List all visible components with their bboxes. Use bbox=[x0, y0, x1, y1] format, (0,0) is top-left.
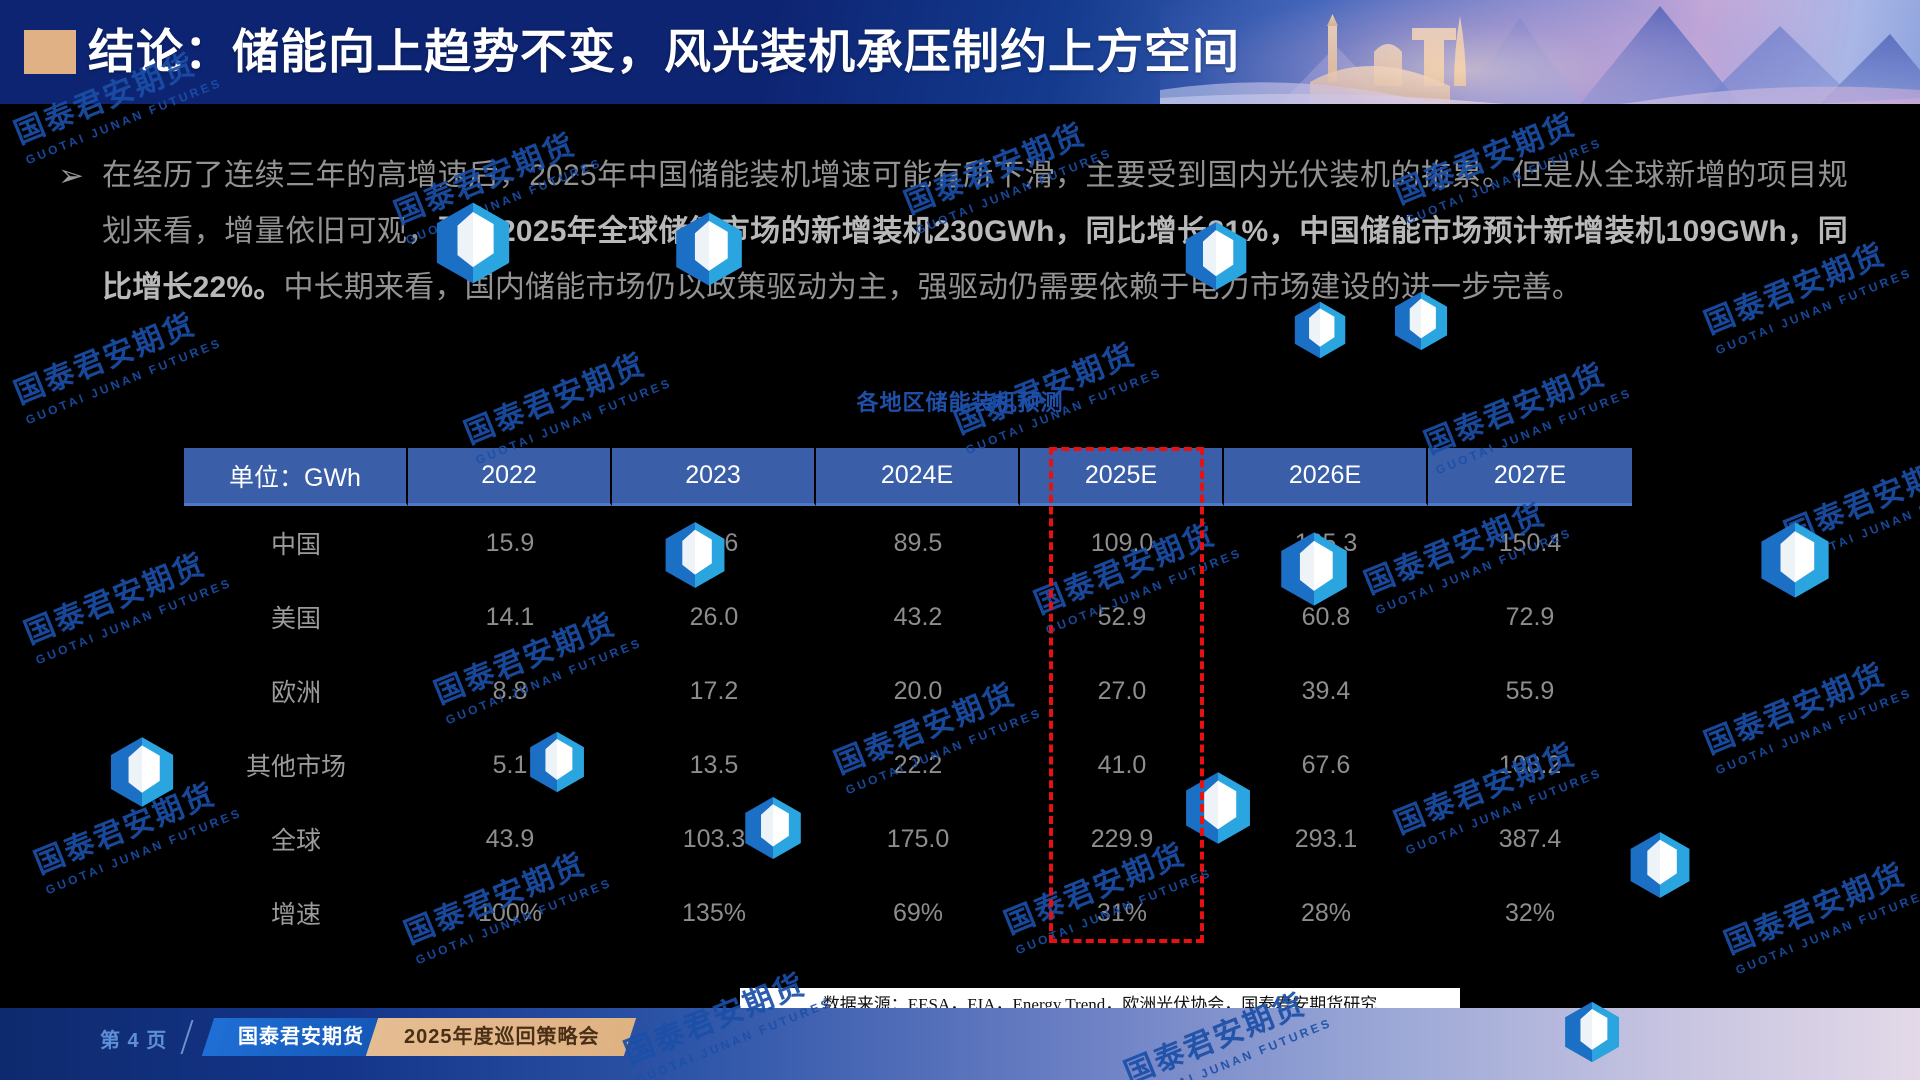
cell-growth-2023: 135% bbox=[682, 898, 746, 927]
cell-europe-2027e: 55.9 bbox=[1505, 676, 1555, 705]
table-row: 其他市场 5.1 13.5 22.2 41.0 67.6 108.2 bbox=[184, 728, 1632, 802]
row-label-china: 中国 bbox=[270, 531, 321, 559]
cell-other-2023: 13.5 bbox=[689, 750, 739, 779]
row-label-growth: 增速 bbox=[270, 901, 321, 929]
cell-global-2024e: 175.0 bbox=[886, 824, 950, 853]
table-header-2023: 2023 bbox=[612, 448, 816, 506]
footer-brand-tag-label: 国泰君安期货 bbox=[238, 1026, 364, 1048]
table-body: 中国 15.9 46.6 89.5 109.0 125.3 150.4 美国 1… bbox=[184, 506, 1632, 950]
watermark-cn: 国泰君安期货 bbox=[1719, 858, 1911, 961]
cell-china-2024e: 89.5 bbox=[893, 528, 943, 557]
watermark-cn: 国泰君安期货 bbox=[1699, 658, 1891, 761]
cell-europe-2023: 17.2 bbox=[689, 676, 739, 705]
cell-usa-2022: 14.1 bbox=[485, 602, 535, 631]
cell-global-2027e: 387.4 bbox=[1498, 824, 1562, 853]
forecast-table-wrap: 单位：GWh 2022 2023 2024E 2025E 2026E 2027E… bbox=[184, 448, 1632, 950]
cell-china-2022: 15.9 bbox=[485, 528, 535, 557]
brand-hex-logo-icon bbox=[105, 735, 179, 809]
cell-global-2026e: 293.1 bbox=[1294, 824, 1358, 853]
chart-title: 各地区储能装机预测 bbox=[856, 390, 1064, 415]
footer-divider bbox=[180, 1020, 194, 1054]
slide-footer: 第 4 页 国泰君安期货 2025年度巡回策略会 bbox=[0, 1008, 1920, 1080]
cell-europe-2022: 8.8 bbox=[492, 676, 528, 705]
cell-growth-2024e: 69% bbox=[892, 898, 944, 927]
table-row: 全球 43.9 103.3 175.0 229.9 293.1 387.4 bbox=[184, 802, 1632, 876]
cell-china-2023: 46.6 bbox=[689, 528, 739, 557]
watermark-en: GUOTAI JUNAN FUTURES bbox=[1733, 885, 1920, 978]
cell-other-2022: 5.1 bbox=[492, 750, 528, 779]
cell-europe-2026e: 39.4 bbox=[1301, 676, 1351, 705]
cell-usa-2026e: 60.8 bbox=[1301, 602, 1351, 631]
cell-growth-2025e: 31% bbox=[1096, 898, 1148, 927]
cell-growth-2022: 100% bbox=[478, 898, 542, 927]
cell-usa-2024e: 43.2 bbox=[893, 602, 943, 631]
header-skyline-decoration bbox=[1160, 6, 1920, 104]
table-row: 增速 100% 135% 69% 31% 28% 32% bbox=[184, 876, 1632, 950]
brand-hex-logo-icon bbox=[1755, 520, 1835, 600]
cell-global-2023: 103.3 bbox=[682, 824, 746, 853]
bullet-row: ➢ 在经历了连续三年的高增速后，2025年中国储能装机增速可能有所下滑，主要受到… bbox=[58, 148, 1848, 316]
page-title: 结论：储能向上趋势不变，风光装机承压制约上方空间 bbox=[88, 25, 1240, 78]
cell-global-2025e: 229.9 bbox=[1090, 824, 1154, 853]
table-header-2027e: 2027E bbox=[1428, 448, 1632, 506]
table-row: 中国 15.9 46.6 89.5 109.0 125.3 150.4 bbox=[184, 506, 1632, 580]
row-label-other: 其他市场 bbox=[245, 753, 346, 781]
table-header-unit: 单位：GWh bbox=[184, 448, 408, 506]
table-header-2025e: 2025E bbox=[1020, 448, 1224, 506]
cell-other-2025e: 41.0 bbox=[1097, 750, 1147, 779]
cell-china-2026e: 125.3 bbox=[1294, 528, 1358, 557]
page-number: 第 4 页 bbox=[100, 1030, 168, 1052]
paragraph-segment-bold: 预计2025年全球储能市场的新增装机230GWh，同比增长31%，中国储能市场预… bbox=[102, 215, 1848, 304]
cell-other-2026e: 67.6 bbox=[1301, 750, 1351, 779]
cell-global-2022: 43.9 bbox=[485, 824, 535, 853]
cell-europe-2025e: 27.0 bbox=[1097, 676, 1147, 705]
cell-growth-2027e: 32% bbox=[1504, 898, 1556, 927]
cell-europe-2024e: 20.0 bbox=[893, 676, 943, 705]
bullet-arrow-icon: ➢ bbox=[58, 158, 84, 193]
table-header-2024e: 2024E bbox=[816, 448, 1020, 506]
row-label-global: 全球 bbox=[270, 827, 321, 855]
table-row: 欧洲 8.8 17.2 20.0 27.0 39.4 55.9 bbox=[184, 654, 1632, 728]
cell-china-2025e: 109.0 bbox=[1090, 528, 1154, 557]
watermark-cn: 国泰君安期货 bbox=[949, 338, 1141, 441]
footer-event-tag: 2025年度巡回策略会 bbox=[365, 1018, 636, 1056]
cell-other-2024e: 22.2 bbox=[893, 750, 943, 779]
cell-growth-2026e: 28% bbox=[1300, 898, 1352, 927]
cell-other-2027e: 108.2 bbox=[1498, 750, 1562, 779]
table-header-2022: 2022 bbox=[408, 448, 612, 506]
brand-hex-logo-icon bbox=[1625, 830, 1695, 900]
body-text-block: ➢ 在经历了连续三年的高增速后，2025年中国储能装机增速可能有所下滑，主要受到… bbox=[58, 148, 1848, 316]
watermark-en: GUOTAI JUNAN FUTURES bbox=[1713, 685, 1915, 778]
table-header-2026e: 2026E bbox=[1224, 448, 1428, 506]
watermark-cn: 国泰君安期货 bbox=[1779, 448, 1920, 551]
row-label-usa: 美国 bbox=[270, 605, 321, 633]
cell-china-2027e: 150.4 bbox=[1498, 528, 1562, 557]
table-header-row: 单位：GWh 2022 2023 2024E 2025E 2026E 2027E bbox=[184, 448, 1632, 506]
row-label-europe: 欧洲 bbox=[270, 679, 321, 707]
cell-usa-2025e: 52.9 bbox=[1097, 602, 1147, 631]
cell-usa-2027e: 72.9 bbox=[1505, 602, 1555, 631]
table-row: 美国 14.1 26.0 43.2 52.9 60.8 72.9 bbox=[184, 580, 1632, 654]
paragraph-segment-1: 在经历了连续三年的高增速后，2025年中国储能装机增速可能有所下滑，主要受到国内… bbox=[102, 159, 1848, 248]
body-paragraph: 在经历了连续三年的高增速后，2025年中国储能装机增速可能有所下滑，主要受到国内… bbox=[102, 148, 1848, 316]
cell-usa-2023: 26.0 bbox=[689, 602, 739, 631]
forecast-table: 单位：GWh 2022 2023 2024E 2025E 2026E 2027E… bbox=[184, 448, 1632, 950]
table-header: 单位：GWh 2022 2023 2024E 2025E 2026E 2027E bbox=[184, 448, 1632, 506]
paragraph-segment-2: 中长期来看，国内储能市场仍以政策驱动为主，强驱动仍需要依赖于电力市场建设的进一步… bbox=[283, 271, 1583, 304]
header-accent-bar bbox=[24, 30, 76, 74]
watermark-en: GUOTAI JUNAN FUTURES bbox=[1793, 475, 1920, 568]
footer-event-tag-label: 2025年度巡回策略会 bbox=[404, 1026, 600, 1048]
slide-header: 结论：储能向上趋势不变，风光装机承压制约上方空间 bbox=[0, 0, 1920, 104]
